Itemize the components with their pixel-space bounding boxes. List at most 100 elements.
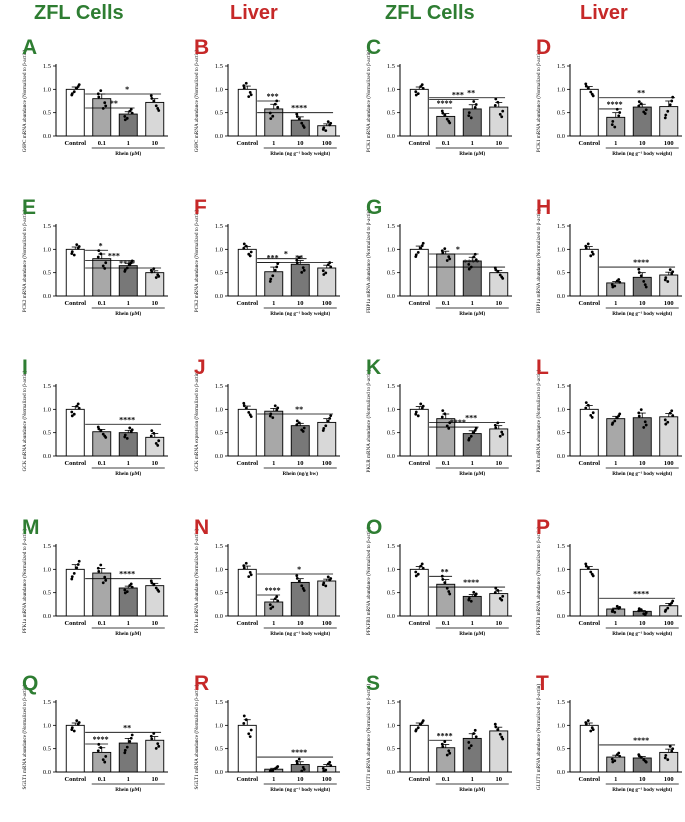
data-point bbox=[242, 566, 246, 570]
x-axis-label: Rhein (ng g⁻¹ body weight) bbox=[612, 310, 672, 317]
data-point bbox=[324, 424, 328, 428]
y-tick-label: 0.0 bbox=[215, 613, 223, 620]
y-axis-label: PKLR mRNA abundance (Normalized to β-act… bbox=[365, 369, 372, 472]
data-point bbox=[248, 735, 252, 739]
data-point bbox=[467, 597, 471, 600]
data-point bbox=[637, 609, 641, 613]
x-tick-label: 0.1 bbox=[442, 140, 450, 147]
panel-letter: O bbox=[366, 516, 383, 539]
x-tick-label: 10 bbox=[297, 460, 304, 467]
data-point bbox=[494, 586, 498, 590]
data-point bbox=[618, 754, 622, 758]
y-tick-label: 0.0 bbox=[43, 453, 51, 460]
y-axis-label: SGLT1 mRNA abundance (Normalized to β-ac… bbox=[193, 684, 200, 789]
chart-e: PCK2 mRNA abundance (Normalized to β-act… bbox=[21, 209, 168, 317]
significance-label: *** bbox=[108, 252, 120, 261]
y-tick-label: 0.0 bbox=[387, 293, 395, 300]
x-tick-label: 100 bbox=[322, 140, 332, 147]
x-tick-label: 10 bbox=[297, 776, 304, 783]
data-point bbox=[639, 102, 643, 106]
data-point bbox=[670, 99, 674, 103]
data-point bbox=[472, 100, 476, 103]
x-axis-label: Rhein (µM) bbox=[459, 786, 485, 793]
x-tick-label: Control bbox=[408, 300, 430, 307]
y-tick-label: 1.5 bbox=[557, 63, 565, 70]
data-point bbox=[156, 444, 160, 447]
data-point bbox=[474, 592, 478, 596]
y-axis-label: PCK1 mRNA abundance (Normalized to β-act… bbox=[535, 49, 542, 152]
data-point bbox=[668, 603, 672, 607]
data-point bbox=[500, 430, 504, 434]
significance-label: * bbox=[99, 241, 103, 250]
panel-i: GCK mRNA abundance (Normalized to β-acti… bbox=[8, 356, 178, 506]
data-point bbox=[72, 90, 76, 94]
data-point bbox=[666, 606, 670, 610]
data-point bbox=[671, 270, 675, 274]
bar-1 bbox=[606, 756, 626, 773]
x-axis-label: Rhein (µM) bbox=[115, 630, 141, 637]
chart-s: GLUT1 mRNA abundance (Normalized to β-ac… bbox=[365, 684, 512, 793]
chart-o: PFKFB3 mRNA abundance (Normalized to β-a… bbox=[365, 527, 512, 637]
y-tick-label: 1.5 bbox=[557, 383, 565, 390]
panel-f: PCK2 mRNA abundance (Normalized to β-act… bbox=[180, 196, 350, 346]
y-tick-label: 0.5 bbox=[387, 110, 395, 117]
data-point bbox=[269, 607, 273, 610]
data-point bbox=[618, 605, 622, 609]
panel-letter: J bbox=[194, 356, 206, 379]
panel-p: PFKFB3 mRNA abundance (Normalized to β-a… bbox=[522, 516, 685, 666]
y-tick-label: 1.5 bbox=[557, 699, 565, 706]
data-point bbox=[421, 404, 425, 408]
data-point bbox=[101, 432, 105, 436]
bar-10 bbox=[145, 739, 165, 773]
data-point bbox=[501, 432, 505, 436]
data-point bbox=[448, 121, 452, 125]
data-point bbox=[157, 439, 161, 443]
data-point bbox=[295, 112, 299, 116]
data-point bbox=[590, 416, 594, 419]
y-tick-label: 1.0 bbox=[43, 722, 51, 729]
significance-label: ** bbox=[123, 723, 131, 732]
data-point bbox=[154, 746, 158, 750]
data-point bbox=[618, 280, 622, 284]
data-point bbox=[472, 590, 476, 594]
data-point bbox=[448, 592, 452, 596]
bar-control bbox=[237, 88, 257, 137]
panel-letter: F bbox=[194, 196, 207, 219]
data-point bbox=[421, 241, 425, 245]
x-tick-label: 10 bbox=[297, 140, 304, 147]
panel-g: FBP1a mRNA abundance (Normalized to β-ac… bbox=[352, 196, 522, 346]
bar-1 bbox=[264, 271, 284, 297]
panel-letter: Q bbox=[22, 672, 39, 695]
x-tick-label: 1 bbox=[272, 620, 275, 627]
y-tick-label: 1.5 bbox=[387, 383, 395, 390]
data-point bbox=[128, 426, 132, 430]
y-tick-label: 1.0 bbox=[215, 86, 223, 93]
bar-10 bbox=[145, 101, 165, 137]
x-axis-label: Rhein (µM) bbox=[459, 310, 485, 317]
data-point bbox=[474, 103, 478, 106]
x-tick-label: 100 bbox=[322, 620, 332, 627]
data-point bbox=[70, 575, 74, 578]
data-point bbox=[271, 114, 275, 118]
data-point bbox=[416, 414, 420, 418]
x-axis-label: Rhein (ng g⁻¹ body weight) bbox=[612, 470, 672, 477]
bar-0.1 bbox=[92, 98, 112, 137]
y-axis-label: PFK1a mRNA abundance (Normalized to β-ac… bbox=[193, 529, 200, 633]
data-point bbox=[445, 259, 449, 262]
data-point bbox=[302, 767, 306, 771]
panel-d: PCK1 mRNA abundance (Normalized to β-act… bbox=[522, 36, 685, 186]
data-point bbox=[419, 402, 423, 406]
x-tick-label: 10 bbox=[496, 620, 503, 627]
data-point bbox=[244, 81, 248, 85]
data-point bbox=[123, 433, 127, 437]
data-point bbox=[501, 594, 505, 598]
y-tick-label: 0.5 bbox=[215, 270, 223, 277]
data-point bbox=[149, 734, 153, 738]
data-point bbox=[493, 423, 497, 427]
data-point bbox=[666, 758, 670, 762]
y-tick-label: 0.5 bbox=[387, 430, 395, 437]
y-tick-label: 1.0 bbox=[387, 722, 395, 729]
data-point bbox=[591, 94, 595, 98]
data-point bbox=[493, 591, 497, 594]
y-tick-label: 0.5 bbox=[215, 590, 223, 597]
